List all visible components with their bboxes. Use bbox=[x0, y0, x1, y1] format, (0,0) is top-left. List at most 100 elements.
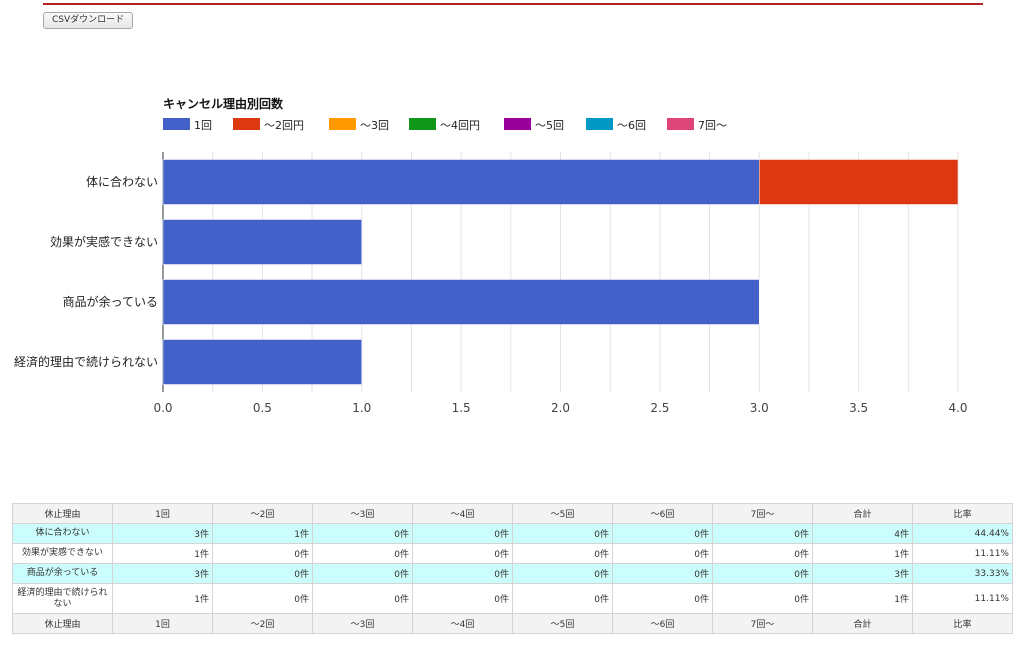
category-label: 体に合わない bbox=[86, 174, 158, 189]
header-2: ～2回 bbox=[212, 503, 313, 524]
table-cell: 33.33% bbox=[912, 563, 1013, 584]
table-cell: 0件 bbox=[712, 563, 813, 584]
table-cell: 0件 bbox=[512, 523, 613, 544]
table-cell: 0件 bbox=[412, 523, 513, 544]
table-cell: 0件 bbox=[512, 543, 613, 564]
row-reason: 経済的理由で続けられない bbox=[12, 583, 113, 614]
table-cell: 0件 bbox=[612, 583, 713, 614]
table-cell: 44.44% bbox=[912, 523, 1013, 544]
table-cell: 0件 bbox=[212, 583, 313, 614]
bar bbox=[162, 339, 362, 385]
category-label: 効果が実感できない bbox=[50, 234, 158, 249]
table-cell: 4件 bbox=[812, 523, 913, 544]
x-tick-label: 3.5 bbox=[849, 401, 868, 415]
table-header-row: 休止理由 1回 ～2回 ～3回 ～4回 ～5回 ～6回 7回～ 合計 比率 bbox=[12, 503, 1013, 524]
bar bbox=[162, 159, 760, 205]
row-reason: 効果が実感できない bbox=[12, 543, 113, 564]
table-cell: 0件 bbox=[512, 563, 613, 584]
table-cell: 0件 bbox=[612, 563, 713, 584]
table-cell: 11.11% bbox=[912, 583, 1013, 614]
table-cell: 0件 bbox=[612, 523, 713, 544]
x-tick-label: 0.0 bbox=[153, 401, 172, 415]
table-row: 経済的理由で続けられない 1件 0件 0件 0件 0件 0件 0件 1件 11.… bbox=[12, 583, 1013, 614]
footer-1: 1回 bbox=[112, 613, 213, 634]
table-cell: 0件 bbox=[212, 543, 313, 564]
x-tick-label: 2.0 bbox=[551, 401, 570, 415]
legend-swatch bbox=[667, 118, 694, 130]
footer-3: ～3回 bbox=[312, 613, 413, 634]
table-cell: 0件 bbox=[212, 563, 313, 584]
table-cell: 0件 bbox=[312, 583, 413, 614]
row-reason: 体に合わない bbox=[12, 523, 113, 544]
legend-swatch bbox=[329, 118, 356, 130]
header-4: ～4回 bbox=[412, 503, 513, 524]
header-1: 1回 bbox=[112, 503, 213, 524]
legend-label: ～2回円 bbox=[264, 119, 304, 132]
table-cell: 11.11% bbox=[912, 543, 1013, 564]
footer-total: 合計 bbox=[812, 613, 913, 634]
table-cell: 0件 bbox=[712, 543, 813, 564]
legend-label: ～3回 bbox=[360, 119, 389, 132]
legend-swatch bbox=[586, 118, 613, 130]
table-cell: 3件 bbox=[112, 523, 213, 544]
legend-label: ～4回円 bbox=[440, 119, 480, 132]
legend-label: ～6回 bbox=[617, 119, 646, 132]
footer-2: ～2回 bbox=[212, 613, 313, 634]
table-cell: 1件 bbox=[112, 583, 213, 614]
csv-download-button[interactable]: CSVダウンロード bbox=[43, 12, 134, 29]
x-tick-label: 0.5 bbox=[253, 401, 272, 415]
category-label: 経済的理由で続けられない bbox=[14, 354, 158, 369]
table-cell: 1件 bbox=[812, 583, 913, 614]
header-5: ～5回 bbox=[512, 503, 613, 524]
footer-7: 7回～ bbox=[712, 613, 813, 634]
table-cell: 0件 bbox=[312, 523, 413, 544]
bar bbox=[759, 159, 959, 205]
table-cell: 1件 bbox=[212, 523, 313, 544]
table-cell: 0件 bbox=[312, 543, 413, 564]
table-cell: 0件 bbox=[412, 543, 513, 564]
x-tick-label: 1.5 bbox=[452, 401, 471, 415]
legend-swatch bbox=[163, 118, 190, 130]
category-label: 商品が余っている bbox=[63, 294, 158, 309]
table-cell: 1件 bbox=[112, 543, 213, 564]
table-cell: 0件 bbox=[712, 583, 813, 614]
legend-swatch bbox=[233, 118, 260, 130]
summary-table: 休止理由 1回 ～2回 ～3回 ～4回 ～5回 ～6回 7回～ 合計 比率 体に… bbox=[12, 503, 1013, 634]
header-6: ～6回 bbox=[612, 503, 713, 524]
footer-5: ～5回 bbox=[512, 613, 613, 634]
row-reason: 商品が余っている bbox=[12, 563, 113, 584]
legend-swatch bbox=[409, 118, 436, 130]
footer-6: ～6回 bbox=[612, 613, 713, 634]
legend-label: 7回～ bbox=[698, 119, 727, 132]
footer-reason: 休止理由 bbox=[12, 613, 113, 634]
header-total: 合計 bbox=[812, 503, 913, 524]
chart-title: キャンセル理由別回数 bbox=[163, 96, 284, 111]
bar bbox=[162, 279, 760, 325]
bar bbox=[162, 219, 362, 265]
x-tick-label: 2.5 bbox=[650, 401, 669, 415]
x-tick-label: 3.0 bbox=[750, 401, 769, 415]
header-reason: 休止理由 bbox=[12, 503, 113, 524]
table-footer-row: 休止理由 1回 ～2回 ～3回 ～4回 ～5回 ～6回 7回～ 合計 比率 bbox=[12, 613, 1013, 634]
legend-swatch bbox=[504, 118, 531, 130]
table-cell: 0件 bbox=[412, 563, 513, 584]
table-cell: 3件 bbox=[812, 563, 913, 584]
header-rule bbox=[43, 3, 983, 5]
header-ratio: 比率 bbox=[912, 503, 1013, 524]
bar-chart: キャンセル理由別回数 1回 ～2回円 ～3回 ～4回円 ～5回 ～6回 7回～ 0.0 0.5 1.… bbox=[14, 96, 968, 415]
table-cell: 0件 bbox=[312, 563, 413, 584]
legend-label: 1回 bbox=[194, 119, 212, 132]
table-row: 商品が余っている 3件 0件 0件 0件 0件 0件 0件 3件 33.33% bbox=[12, 563, 1013, 584]
table-row: 体に合わない 3件 1件 0件 0件 0件 0件 0件 4件 44.44% bbox=[12, 523, 1013, 544]
legend-label: ～5回 bbox=[535, 119, 564, 132]
footer-4: ～4回 bbox=[412, 613, 513, 634]
table-cell: 0件 bbox=[412, 583, 513, 614]
table-cell: 0件 bbox=[712, 523, 813, 544]
table-cell: 0件 bbox=[612, 543, 713, 564]
table-cell: 1件 bbox=[812, 543, 913, 564]
x-tick-label: 4.0 bbox=[948, 401, 967, 415]
x-tick-label: 1.0 bbox=[352, 401, 371, 415]
header-3: ～3回 bbox=[312, 503, 413, 524]
table-cell: 3件 bbox=[112, 563, 213, 584]
header-7: 7回～ bbox=[712, 503, 813, 524]
